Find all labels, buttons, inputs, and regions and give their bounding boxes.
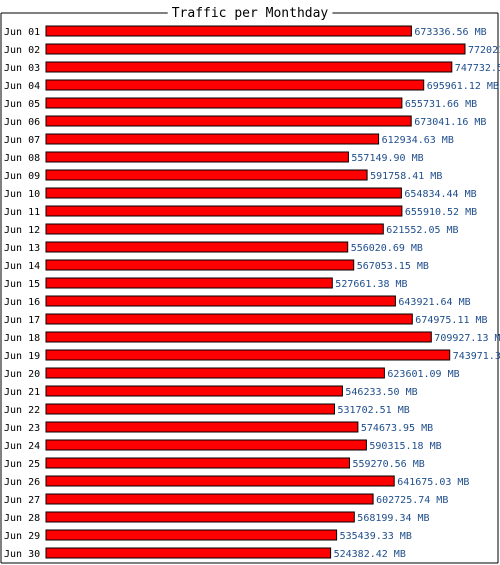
value-label: 568199.34 MB [357, 513, 429, 524]
bar [45, 25, 412, 37]
category-label: Jun 19 [4, 351, 40, 362]
category-label: Jun 24 [4, 441, 40, 452]
category-label: Jun 06 [4, 117, 40, 128]
bar [45, 367, 385, 379]
category-label: Jun 22 [4, 405, 40, 416]
value-label: 591758.41 MB [370, 171, 442, 182]
value-label: 673041.16 MB [414, 117, 486, 128]
bar [45, 457, 350, 469]
value-label: 535439.33 MB [340, 531, 412, 542]
category-label: Jun 26 [4, 477, 40, 488]
value-label: 695961.12 MB [427, 81, 499, 92]
bar [45, 421, 359, 433]
category-label: Jun 16 [4, 297, 40, 308]
bar [45, 133, 380, 145]
category-label: Jun 09 [4, 171, 40, 182]
bars [45, 25, 466, 559]
value-label: 524382.42 MB [334, 549, 406, 560]
category-label: Jun 14 [4, 261, 40, 272]
value-label: 557149.90 MB [351, 153, 423, 164]
bar [45, 79, 425, 91]
value-label: 709927.13 MB [434, 333, 500, 344]
value-label: 673336.56 MB [414, 27, 486, 38]
category-label: Jun 02 [4, 45, 40, 56]
bar [45, 241, 349, 253]
category-label: Jun 05 [4, 99, 40, 110]
category-label: Jun 28 [4, 513, 40, 524]
value-label: 641675.03 MB [397, 477, 469, 488]
value-label: 623601.09 MB [387, 369, 459, 380]
bar [45, 439, 367, 451]
bar [45, 223, 384, 235]
value-label: 556020.69 MB [351, 243, 423, 254]
value-label: 747732.54 MB [455, 63, 500, 74]
category-label: Jun 13 [4, 243, 40, 254]
category-label: Jun 17 [4, 315, 40, 326]
bar [45, 115, 412, 127]
value-label: 654834.44 MB [404, 189, 476, 200]
value-labels: 673336.56 MB 772021.39 MB 747732.54 MB 6959… [334, 27, 500, 560]
bar [45, 259, 355, 271]
bar [45, 295, 396, 307]
bar [45, 385, 343, 397]
category-label: Jun 25 [4, 459, 40, 470]
bar [45, 151, 349, 163]
category-label: Jun 30 [4, 549, 40, 560]
value-label: 602725.74 MB [376, 495, 448, 506]
category-label: Jun 08 [4, 153, 40, 164]
bar [45, 475, 395, 487]
bar [45, 349, 451, 361]
bar [45, 547, 332, 559]
bar [45, 169, 368, 181]
category-label: Jun 11 [4, 207, 40, 218]
value-label: 743971.34 MB [453, 351, 500, 362]
category-label: Jun 01 [4, 27, 40, 38]
chart-frame [0, 12, 499, 564]
category-labels: Jun 01 Jun 02 Jun 03 Jun 04 Jun 05 Jun 06 Jun … [4, 27, 40, 560]
value-label: 527661.38 MB [335, 279, 407, 290]
category-label: Jun 18 [4, 333, 40, 344]
value-label: 643921.64 MB [398, 297, 470, 308]
value-label: 772021.39 MB [468, 45, 500, 56]
value-label: 621552.05 MB [386, 225, 458, 236]
bar [45, 205, 403, 217]
value-label: 531702.51 MB [338, 405, 410, 416]
category-label: Jun 15 [4, 279, 40, 290]
category-label: Jun 04 [4, 81, 40, 92]
bar [45, 97, 403, 109]
value-label: 612934.63 MB [382, 135, 454, 146]
bar [45, 403, 335, 415]
value-label: 655731.66 MB [405, 99, 477, 110]
category-label: Jun 10 [4, 189, 40, 200]
bar [45, 313, 413, 325]
value-label: 674975.11 MB [415, 315, 487, 326]
category-label: Jun 27 [4, 495, 40, 506]
bar [45, 529, 338, 541]
category-label: Jun 21 [4, 387, 40, 398]
value-label: 574673.95 MB [361, 423, 433, 434]
bar [45, 277, 333, 289]
category-label: Jun 12 [4, 225, 40, 236]
category-label: Jun 20 [4, 369, 40, 380]
chart-title: Traffic per Monthday [172, 6, 329, 21]
category-label: Jun 29 [4, 531, 40, 542]
bar [45, 187, 402, 199]
value-label: 546233.50 MB [345, 387, 417, 398]
value-label: 567053.15 MB [357, 261, 429, 272]
category-label: Jun 03 [4, 63, 40, 74]
value-label: 655910.52 MB [405, 207, 477, 218]
bar [45, 493, 374, 505]
value-label: 559270.56 MB [353, 459, 425, 470]
category-label: Jun 23 [4, 423, 40, 434]
bar [45, 61, 453, 73]
bar [45, 511, 355, 523]
category-label: Jun 07 [4, 135, 40, 146]
bar [45, 43, 466, 55]
value-label: 590315.18 MB [369, 441, 441, 452]
bar [45, 331, 432, 343]
